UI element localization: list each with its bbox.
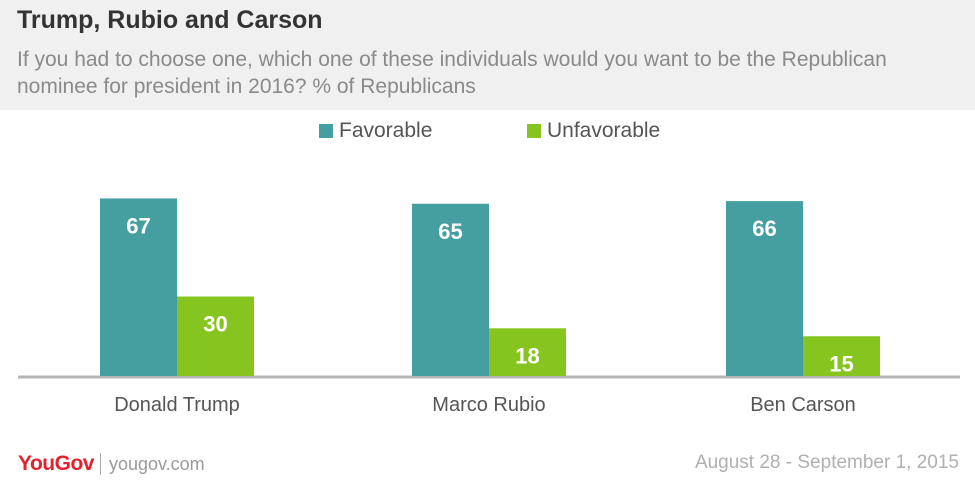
legend-swatch-favorable bbox=[319, 124, 333, 138]
category-label: Marco Rubio bbox=[432, 394, 545, 416]
chart-title: Trump, Rubio and Carson bbox=[17, 6, 323, 34]
data-label-unfavorable-donald-trump: 30 bbox=[203, 312, 227, 337]
legend-label-unfavorable: Unfavorable bbox=[547, 119, 661, 142]
bar-unfavorable-donald-trump bbox=[177, 296, 254, 376]
yougov-logo: YouGov bbox=[18, 452, 94, 475]
survey-date: August 28 - September 1, 2015 bbox=[694, 452, 959, 473]
footer-brand: YouGov yougov.com bbox=[18, 449, 205, 479]
legend-item-favorable: Favorable bbox=[319, 119, 433, 142]
chart-subtitle: If you had to choose one, which one of t… bbox=[17, 48, 887, 98]
legend: Favorable Unfavorable bbox=[0, 119, 975, 142]
data-label-favorable-marco-rubio: 65 bbox=[438, 219, 462, 244]
category-label: Donald Trump bbox=[114, 394, 240, 416]
legend-swatch-unfavorable bbox=[527, 124, 541, 138]
footer-site: yougov.com bbox=[108, 453, 205, 474]
footer-divider bbox=[99, 453, 101, 475]
data-label-favorable-ben-carson: 66 bbox=[752, 216, 776, 241]
data-label-favorable-donald-trump: 67 bbox=[126, 213, 150, 238]
data-label-unfavorable-ben-carson: 15 bbox=[829, 351, 853, 376]
bar-favorable-ben-carson bbox=[726, 201, 803, 376]
bar-favorable-marco-rubio bbox=[412, 203, 489, 376]
data-label-unfavorable-marco-rubio: 18 bbox=[515, 343, 539, 368]
bar-unfavorable-marco-rubio bbox=[489, 328, 566, 376]
legend-item-unfavorable: Unfavorable bbox=[527, 119, 661, 142]
header-band: Trump, Rubio and Carson If you had to ch… bbox=[0, 0, 975, 110]
bar-unfavorable-ben-carson bbox=[803, 336, 880, 376]
category-label: Ben Carson bbox=[750, 394, 856, 416]
bar-favorable-donald-trump bbox=[100, 198, 177, 376]
legend-label-favorable: Favorable bbox=[339, 119, 433, 142]
bar-chart: 67 30 Donald Trump 65 18 Marco Rubio 66 15 Ben C… bbox=[18, 198, 960, 416]
